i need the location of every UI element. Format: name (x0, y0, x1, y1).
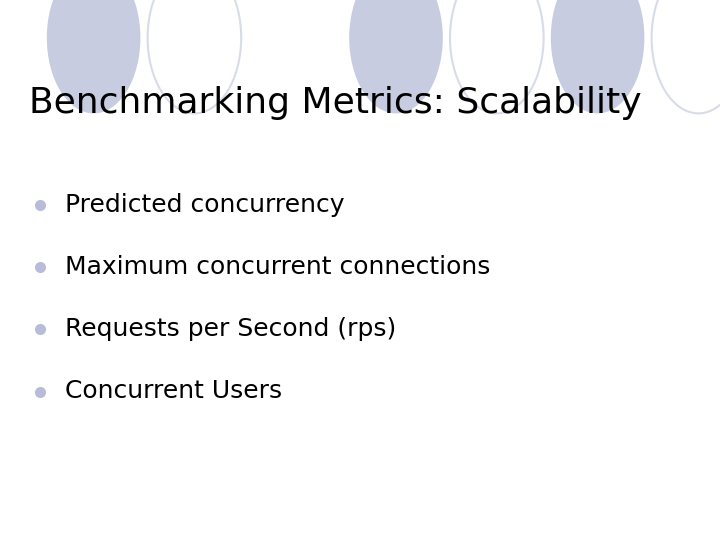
Text: Benchmarking Metrics: Scalability: Benchmarking Metrics: Scalability (29, 86, 642, 120)
Ellipse shape (47, 0, 140, 113)
Text: Predicted concurrency: Predicted concurrency (65, 193, 344, 217)
Text: Requests per Second (rps): Requests per Second (rps) (65, 318, 396, 341)
Text: Concurrent Users: Concurrent Users (65, 380, 282, 403)
Ellipse shape (349, 0, 443, 113)
Text: Maximum concurrent connections: Maximum concurrent connections (65, 255, 490, 279)
Ellipse shape (551, 0, 644, 113)
